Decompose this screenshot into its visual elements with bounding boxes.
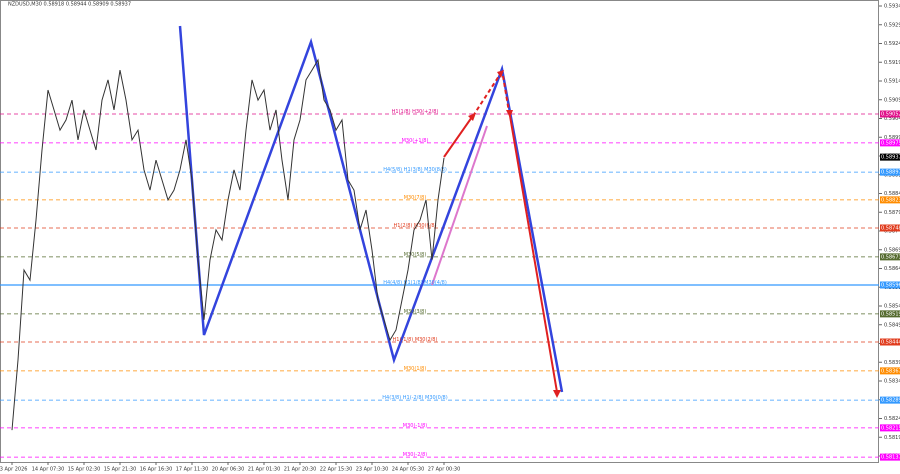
- y-tick-label: 0.58790: [884, 210, 900, 216]
- x-tick-label: 24 Apr 05:30: [392, 467, 425, 473]
- x-tick-label: 20 Apr 06:30: [212, 467, 245, 473]
- level-label: H1(2/8) M30(6/8): [393, 223, 436, 229]
- level-price: 0.58137: [881, 455, 900, 461]
- level-label: H4(3/8) H1(-2/8) M30(0/8): [382, 395, 447, 401]
- y-tick-label: 0.59240: [884, 41, 900, 47]
- level-label: M30(-2/8): [403, 452, 427, 458]
- level-price-box: [880, 310, 900, 318]
- level-price-box: [880, 281, 900, 289]
- y-tick-label: 0.58840: [884, 191, 900, 197]
- y-tick-label: 0.59140: [884, 79, 900, 85]
- pink-line: [431, 125, 488, 286]
- level-label: H4(4/8) H1(1/8) M30(4/8): [383, 280, 447, 286]
- level-price-box: [880, 139, 900, 147]
- x-tick-label: 21 Apr 01:30: [248, 467, 281, 473]
- y-tick-label: 0.58190: [884, 435, 900, 441]
- last-price: 0.58937: [881, 155, 900, 161]
- y-tick-label: 0.58640: [884, 266, 900, 272]
- arrow-head: [497, 70, 504, 78]
- last-price-box: [880, 153, 900, 161]
- level-price-box: [880, 453, 900, 461]
- x-tick-label: 27 Apr 00:30: [428, 467, 461, 473]
- x-tick-label: 16 Apr 16:30: [140, 467, 173, 473]
- y-tick-label: 0.58240: [884, 416, 900, 422]
- level-label: M30(1/8): [404, 366, 427, 372]
- level-price-box: [880, 168, 900, 176]
- level-label: M30(+1/8): [402, 138, 429, 144]
- level-price: 0.58823: [881, 197, 900, 203]
- level-price-box: [880, 224, 900, 232]
- y-tick-label: 0.59290: [884, 22, 900, 28]
- level-price-box: [880, 424, 900, 432]
- price-line: [11, 58, 445, 431]
- level-label: H4(5/8) H1(3/8) M30(8/8): [383, 167, 447, 173]
- x-tick-label: 15 Apr 02:30: [68, 467, 101, 473]
- y-tick-label: 0.58340: [884, 379, 900, 385]
- level-price: 0.58596: [881, 283, 900, 289]
- y-tick-label: 0.58540: [884, 304, 900, 310]
- level-price: 0.58671: [881, 254, 900, 260]
- x-tick-label: 15 Apr 21:30: [104, 467, 137, 473]
- level-price: 0.58367: [881, 368, 900, 374]
- red-arrow: [502, 75, 510, 113]
- x-tick-label: 21 Apr 20:30: [284, 467, 317, 473]
- level-price: 0.58215: [881, 425, 900, 431]
- y-tick-label: 0.59090: [884, 97, 900, 103]
- level-price-box: [880, 338, 900, 346]
- plot-frame: [0, 0, 879, 463]
- arrow-head: [553, 390, 561, 398]
- level-label: M30(3/8): [404, 309, 427, 315]
- y-tick-label: 0.59340: [884, 4, 900, 10]
- level-price: 0.58748: [881, 226, 900, 232]
- level-label: H1(-1/8) M30(2/8): [393, 337, 438, 343]
- level-price: 0.58975: [881, 140, 900, 146]
- drawings: [0, 113, 879, 458]
- arrow-head: [506, 110, 513, 118]
- y-tick-label: 0.59040: [884, 116, 900, 122]
- x-tick-label: 14 Apr 07:30: [32, 467, 65, 473]
- level-price: 0.58289: [881, 398, 900, 404]
- arrow-head: [468, 113, 476, 121]
- y-tick-label: 0.59190: [884, 60, 900, 66]
- level-label: M30(5/8): [404, 252, 427, 258]
- level-price: 0.58519: [881, 311, 900, 317]
- level-price-box: [880, 110, 900, 118]
- red-arrow: [509, 115, 558, 393]
- y-tick-label: 0.58990: [884, 135, 900, 141]
- level-label: M30(7/8): [404, 195, 427, 201]
- level-price: 0.59052: [881, 112, 900, 118]
- x-tick-label: 13 Apr 2026: [0, 467, 27, 473]
- red-arrow: [472, 75, 500, 117]
- red-arrow: [443, 116, 473, 158]
- chart-title: NZDUSD,M30 0.58918 0.58944 0.58909 0.589…: [8, 2, 131, 8]
- y-tick-label: 0.58390: [884, 360, 900, 366]
- level-price-box: [880, 196, 900, 204]
- x-tick-label: 23 Apr 10:30: [356, 467, 389, 473]
- level-price-box: [880, 367, 900, 375]
- y-tick-label: 0.58690: [884, 247, 900, 253]
- level-label: M30(-1/8): [403, 423, 427, 429]
- x-tick-label: 22 Apr 15:30: [320, 467, 353, 473]
- level-label: H1(1/8) H30(+2/8): [392, 109, 439, 115]
- x-tick-label: 17 Apr 11:30: [176, 467, 209, 473]
- y-tick-label: 0.58490: [884, 322, 900, 328]
- level-price: 0.58897: [881, 170, 900, 176]
- level-price-box: [880, 396, 900, 404]
- level-price-box: [880, 253, 900, 261]
- level-price: 0.58444: [881, 340, 900, 346]
